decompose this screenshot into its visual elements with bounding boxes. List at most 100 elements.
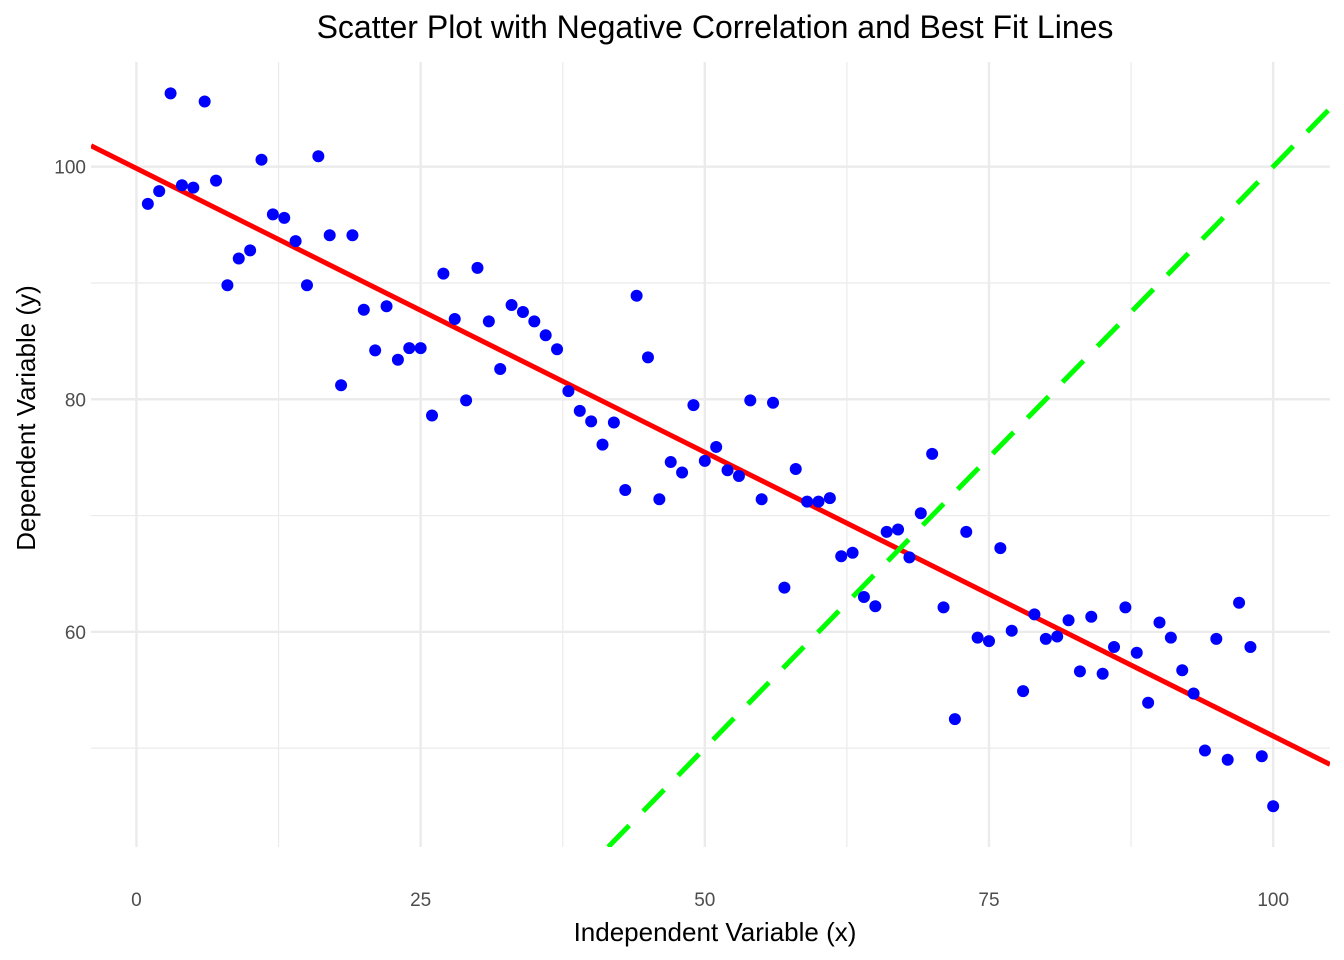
data-point [721,464,734,477]
data-point [289,235,302,248]
data-point [244,244,257,257]
data-point [755,493,768,506]
data-point [1051,630,1064,643]
data-point [812,495,825,508]
data-point [323,229,336,242]
data-point [164,87,177,100]
data-point [892,523,905,536]
x-axis-title: Independent Variable (x) [574,917,857,947]
data-point [937,601,950,614]
y-tick-label: 80 [65,390,86,411]
data-point [300,279,313,292]
x-tick-label: 50 [694,890,715,911]
data-point [471,261,484,274]
data-point [1130,646,1143,659]
data-point [187,181,200,194]
data-point [198,95,211,108]
x-tick-label: 0 [131,890,142,911]
data-point [903,551,916,564]
data-point [221,279,234,292]
data-point [857,590,870,603]
data-point [948,713,961,726]
data-point [698,454,711,467]
data-point [346,229,359,242]
data-point [596,438,609,451]
data-point [1244,640,1257,653]
chart-title: Scatter Plot with Negative Correlation a… [317,9,1114,45]
dashed-fit-line [606,106,1330,847]
data-point [994,542,1007,555]
data-point [767,396,780,409]
data-point [551,343,564,356]
data-point [1085,610,1098,623]
data-point [426,409,439,422]
data-point [869,600,882,613]
data-point [448,313,461,326]
data-point [573,404,586,417]
data-point [539,329,552,342]
data-point [391,353,404,366]
data-point [335,379,348,392]
data-point [528,315,541,328]
fit-lines [91,106,1330,847]
minor-gridlines [91,62,1330,847]
data-point [255,153,268,166]
data-point [1210,632,1223,645]
data-point [278,211,291,224]
data-point [1119,601,1132,614]
data-point [846,546,859,559]
data-point [1187,687,1200,700]
data-point [778,581,791,594]
data-point [505,299,518,312]
data-point [835,550,848,563]
data-point [1096,667,1109,680]
data-point [960,525,973,538]
data-point [801,495,814,508]
x-tick-label: 75 [978,890,999,911]
data-point [630,289,643,302]
x-tick-label: 100 [1257,890,1289,911]
x-axis-ticks: 0 25 50 75 100 [131,890,1289,911]
data-point [926,447,939,460]
y-tick-label: 60 [65,623,86,644]
data-point [153,185,166,198]
data-point [971,631,984,644]
data-point [1267,800,1280,813]
data-point [232,252,245,265]
data-point [1153,616,1166,629]
data-point [1039,632,1052,645]
data-point [1017,685,1030,698]
data-point [516,306,529,319]
data-point [880,525,893,538]
data-point [585,415,598,428]
data-point [1176,664,1189,677]
data-point [357,303,370,316]
data-point [676,466,689,479]
solid-fit-line [91,143,1330,767]
data-point [494,363,507,376]
data-point [619,483,632,496]
data-point [607,416,620,429]
data-point [641,351,654,364]
data-point [914,507,927,520]
data-point [982,635,995,648]
data-point [1005,624,1018,637]
data-point [823,492,836,505]
data-point [789,463,802,476]
data-point [653,493,666,506]
data-point [1062,614,1075,627]
data-point [369,344,382,357]
data-point [1164,631,1177,644]
data-point [403,342,416,355]
data-point [562,385,575,398]
data-point [1255,750,1268,763]
data-point [732,470,745,483]
data-point [437,267,450,280]
data-point [141,197,154,210]
data-point [744,394,757,407]
data-point [664,456,677,469]
data-point [1198,744,1211,757]
data-point [1221,753,1234,766]
y-tick-label: 100 [54,158,86,179]
